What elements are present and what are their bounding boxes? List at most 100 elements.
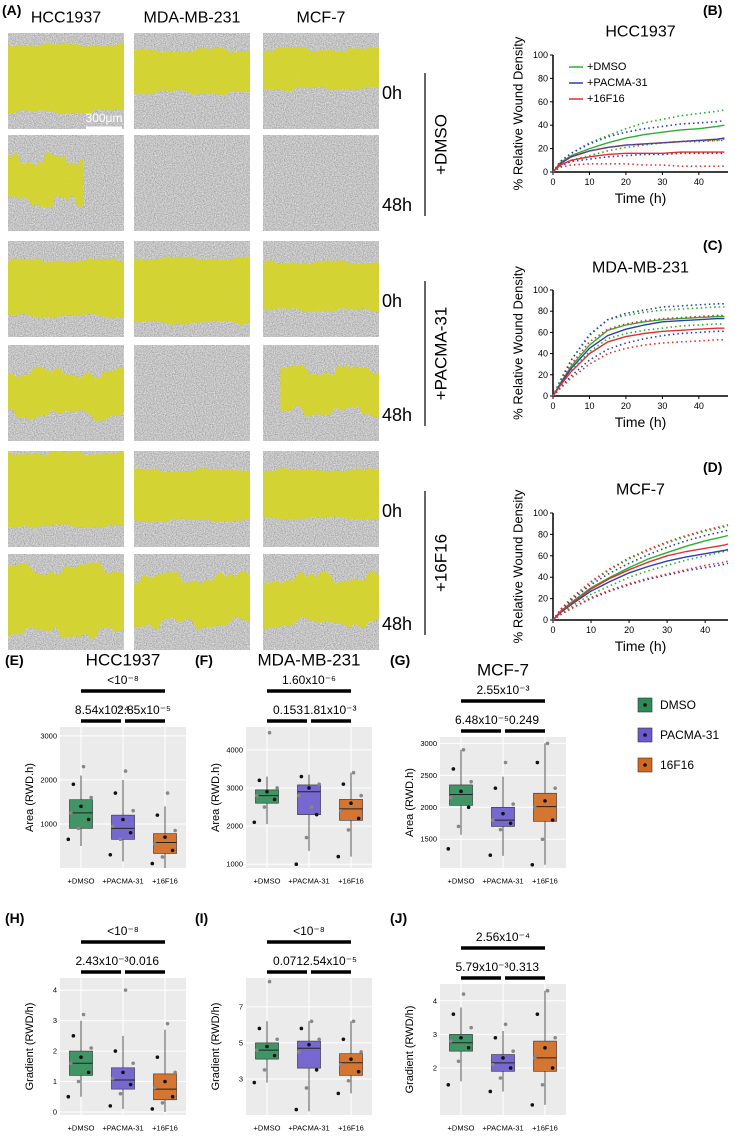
time-label: 48h bbox=[382, 614, 412, 634]
y-tick-label: 100 bbox=[533, 285, 548, 295]
y-tick-label: 3 bbox=[433, 1030, 437, 1039]
wound-area bbox=[263, 46, 379, 92]
data-point bbox=[173, 1070, 177, 1075]
data-point bbox=[550, 818, 555, 822]
data-point bbox=[165, 791, 170, 795]
data-point bbox=[501, 1056, 505, 1060]
chart-title: HCC1937 bbox=[86, 651, 161, 670]
data-point bbox=[501, 811, 505, 816]
y-axis-label: % Relative Wound Density bbox=[511, 36, 526, 190]
data-point bbox=[349, 801, 353, 806]
micrograph bbox=[263, 135, 379, 231]
data-point bbox=[503, 760, 508, 765]
data-point bbox=[535, 1012, 540, 1017]
data-point bbox=[252, 1080, 257, 1085]
box bbox=[69, 799, 93, 829]
bound-line bbox=[552, 303, 725, 397]
data-point bbox=[309, 1019, 314, 1024]
data-point bbox=[493, 786, 498, 790]
data-point bbox=[79, 1055, 83, 1059]
micrograph bbox=[134, 135, 250, 231]
data-point bbox=[265, 1044, 269, 1049]
data-point bbox=[76, 826, 81, 831]
panel-label: (H) bbox=[5, 910, 24, 926]
data-point bbox=[128, 830, 133, 835]
panel-label: (D) bbox=[703, 459, 722, 475]
wound-area bbox=[263, 571, 379, 630]
y-tick-label: 1500 bbox=[420, 835, 437, 844]
data-point bbox=[299, 774, 304, 779]
data-point bbox=[540, 1082, 545, 1087]
data-point bbox=[461, 747, 466, 752]
x-tick-label: +16F16 bbox=[338, 877, 364, 886]
significance-label: 2.55x10⁻³ bbox=[476, 683, 529, 697]
legend-label: PACMA-31 bbox=[660, 728, 719, 742]
y-tick-label: 100 bbox=[533, 50, 548, 60]
column-header: MCF-7 bbox=[297, 10, 346, 27]
scale-bar-label: 300μm bbox=[86, 111, 123, 125]
data-point bbox=[449, 1039, 453, 1043]
data-point bbox=[262, 805, 267, 809]
y-tick-label: 2500 bbox=[420, 771, 437, 780]
data-point bbox=[543, 799, 547, 803]
data-point bbox=[459, 789, 463, 794]
data-point bbox=[307, 786, 311, 790]
x-axis-label: Time (h) bbox=[615, 638, 667, 654]
data-point bbox=[466, 805, 471, 810]
y-tick-label: 0 bbox=[53, 1107, 57, 1116]
wound-area bbox=[8, 366, 124, 422]
chart-title: MCF-7 bbox=[616, 482, 665, 499]
mean-line bbox=[552, 151, 725, 173]
y-tick-label: 20 bbox=[538, 370, 548, 380]
x-tick-label: +16F16 bbox=[152, 877, 178, 886]
bound-line bbox=[552, 163, 725, 173]
data-point bbox=[257, 778, 262, 783]
y-tick-label: 0 bbox=[543, 167, 548, 177]
significance-label: 2.54x10⁻⁵ bbox=[303, 954, 357, 968]
wound-area bbox=[263, 260, 379, 313]
wound-area bbox=[8, 152, 84, 209]
bound-line bbox=[552, 529, 729, 621]
y-tick-label: 60 bbox=[538, 97, 548, 107]
significance-label: 6.48x10⁻⁵ bbox=[455, 713, 509, 727]
data-point bbox=[349, 1057, 353, 1061]
y-tick-label: 3 bbox=[239, 1074, 243, 1083]
data-point bbox=[498, 827, 503, 832]
data-point bbox=[488, 1089, 493, 1094]
data-point bbox=[545, 741, 550, 746]
column-header: HCC1937 bbox=[31, 10, 101, 27]
significance-label: 0.249 bbox=[509, 713, 539, 727]
data-point bbox=[456, 824, 461, 829]
x-tick-label: 40 bbox=[694, 401, 704, 411]
bound-line bbox=[552, 314, 725, 397]
data-point bbox=[123, 769, 128, 773]
y-tick-label: 40 bbox=[538, 572, 548, 582]
x-axis-label: Time (h) bbox=[615, 190, 667, 206]
significance-label: 8.54x10⁻⁴ bbox=[75, 703, 129, 717]
box bbox=[449, 784, 473, 806]
data-point bbox=[131, 808, 135, 813]
panel-label: (I) bbox=[195, 910, 208, 926]
wound-area bbox=[134, 467, 250, 523]
wound-area bbox=[134, 256, 250, 326]
data-point bbox=[314, 1068, 319, 1072]
x-tick-label: 30 bbox=[657, 401, 667, 411]
y-tick-label: 2 bbox=[53, 1047, 57, 1056]
x-tick-label: +DMSO bbox=[448, 1124, 475, 1133]
data-point bbox=[69, 1061, 73, 1066]
data-point bbox=[71, 1034, 76, 1038]
x-tick-label: 10 bbox=[584, 401, 594, 411]
bound-line bbox=[552, 524, 729, 621]
data-point bbox=[267, 979, 272, 984]
mean-line bbox=[552, 327, 725, 397]
significance-label: 1.81x10⁻³ bbox=[303, 703, 356, 717]
x-tick-label: +DMSO bbox=[68, 1124, 95, 1133]
data-point bbox=[451, 767, 456, 771]
data-point bbox=[108, 1104, 113, 1108]
data-point bbox=[491, 818, 495, 822]
data-point bbox=[160, 1101, 165, 1105]
box bbox=[533, 1040, 557, 1072]
data-point bbox=[545, 988, 550, 993]
x-tick-label: 10 bbox=[586, 625, 596, 635]
wound-area bbox=[134, 47, 250, 95]
